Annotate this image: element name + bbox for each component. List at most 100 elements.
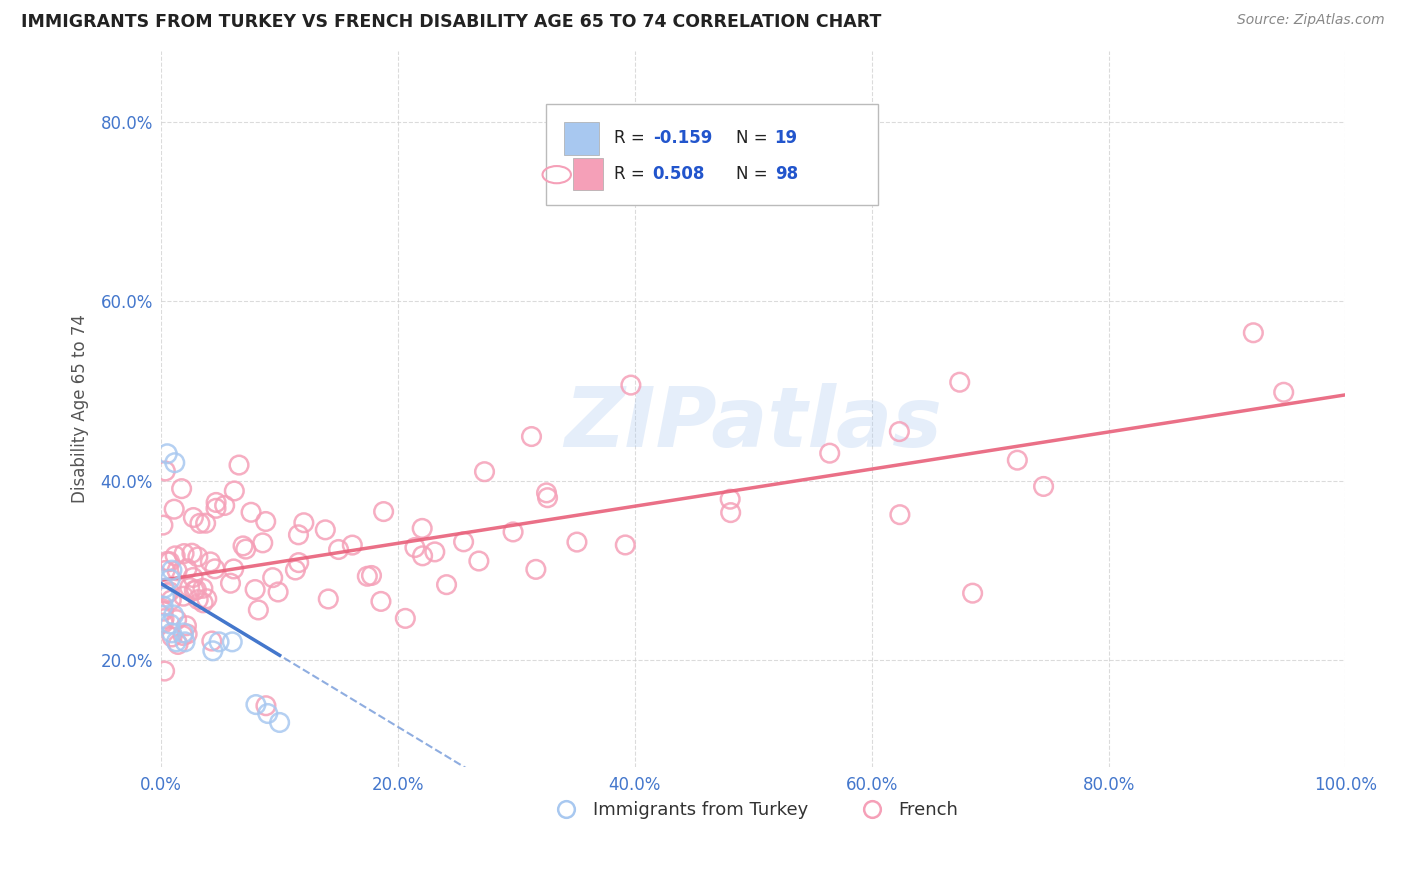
Point bbox=[1272, 385, 1295, 400]
Point bbox=[152, 518, 174, 533]
Point bbox=[176, 627, 198, 641]
Point bbox=[208, 635, 231, 649]
FancyBboxPatch shape bbox=[546, 104, 877, 205]
Point bbox=[889, 508, 911, 522]
Point bbox=[228, 458, 250, 472]
Point bbox=[160, 626, 183, 640]
Point bbox=[174, 635, 197, 649]
Point bbox=[370, 594, 392, 608]
Point bbox=[818, 446, 841, 460]
Point bbox=[453, 534, 475, 549]
Text: N =: N = bbox=[735, 129, 772, 147]
Point bbox=[219, 576, 242, 591]
Point bbox=[201, 644, 224, 658]
Point bbox=[188, 516, 211, 531]
Point bbox=[316, 592, 339, 607]
Point bbox=[962, 586, 984, 600]
Point bbox=[200, 555, 222, 569]
Point bbox=[1007, 453, 1029, 467]
Point bbox=[187, 549, 209, 564]
Text: 0.508: 0.508 bbox=[652, 165, 704, 183]
Point bbox=[152, 616, 174, 631]
Point bbox=[156, 586, 179, 600]
Point bbox=[194, 516, 217, 531]
Point bbox=[245, 698, 267, 712]
Point bbox=[411, 521, 433, 535]
Point bbox=[423, 545, 446, 559]
Point bbox=[267, 585, 290, 599]
Point bbox=[565, 535, 588, 549]
Point bbox=[718, 492, 741, 507]
Text: R =: R = bbox=[613, 165, 650, 183]
Point bbox=[412, 549, 434, 563]
Text: Source: ZipAtlas.com: Source: ZipAtlas.com bbox=[1237, 13, 1385, 28]
Point bbox=[159, 616, 181, 631]
Point bbox=[173, 547, 195, 561]
Point bbox=[187, 592, 209, 607]
Point bbox=[536, 486, 558, 500]
Point bbox=[254, 698, 277, 713]
Point bbox=[502, 524, 524, 539]
Point bbox=[204, 562, 226, 576]
Point bbox=[889, 425, 911, 439]
Point bbox=[176, 618, 198, 632]
Point bbox=[620, 378, 643, 392]
Y-axis label: Disability Age 65 to 74: Disability Age 65 to 74 bbox=[72, 315, 89, 503]
Point bbox=[256, 706, 278, 721]
Point bbox=[1241, 326, 1264, 340]
Point bbox=[179, 581, 201, 595]
Point bbox=[262, 571, 284, 585]
Text: -0.159: -0.159 bbox=[652, 129, 711, 147]
Point bbox=[328, 542, 350, 557]
Point bbox=[201, 634, 224, 648]
Legend: Immigrants from Turkey, French: Immigrants from Turkey, French bbox=[541, 794, 966, 826]
Point bbox=[720, 506, 742, 520]
Point bbox=[183, 583, 205, 598]
Point bbox=[152, 604, 174, 618]
Point bbox=[614, 538, 637, 552]
Point bbox=[232, 539, 254, 553]
Point bbox=[165, 549, 187, 563]
Point bbox=[222, 562, 245, 576]
Point bbox=[373, 505, 395, 519]
Bar bbox=[574, 158, 603, 190]
Point bbox=[292, 516, 315, 530]
Bar bbox=[564, 122, 599, 154]
Point bbox=[254, 515, 277, 529]
Point bbox=[205, 501, 228, 516]
Point bbox=[284, 563, 307, 577]
Point bbox=[524, 562, 547, 576]
Text: 98: 98 bbox=[775, 165, 797, 183]
Point bbox=[155, 464, 177, 478]
Point bbox=[172, 628, 194, 642]
Text: 19: 19 bbox=[775, 129, 797, 147]
Point bbox=[181, 570, 204, 584]
Point bbox=[436, 577, 458, 591]
Point bbox=[949, 375, 972, 389]
Point bbox=[153, 564, 176, 578]
Point bbox=[163, 607, 186, 622]
Point bbox=[159, 572, 181, 586]
Point bbox=[156, 447, 179, 461]
Point bbox=[163, 456, 186, 470]
Point bbox=[156, 554, 179, 568]
Text: N =: N = bbox=[735, 165, 772, 183]
Point bbox=[474, 465, 496, 479]
Point bbox=[360, 568, 382, 582]
Point bbox=[342, 538, 364, 552]
Point bbox=[163, 502, 186, 516]
Point bbox=[195, 591, 218, 606]
Point bbox=[287, 556, 309, 570]
Point bbox=[166, 613, 188, 627]
Point bbox=[247, 603, 270, 617]
Point bbox=[191, 582, 214, 596]
Point bbox=[160, 563, 183, 577]
Point bbox=[520, 429, 543, 443]
Point bbox=[160, 630, 183, 644]
Text: ZIPatlas: ZIPatlas bbox=[564, 383, 942, 464]
Point bbox=[165, 635, 187, 649]
Point bbox=[243, 582, 266, 597]
Point bbox=[159, 555, 181, 569]
Point bbox=[157, 584, 180, 599]
Point bbox=[536, 491, 558, 505]
